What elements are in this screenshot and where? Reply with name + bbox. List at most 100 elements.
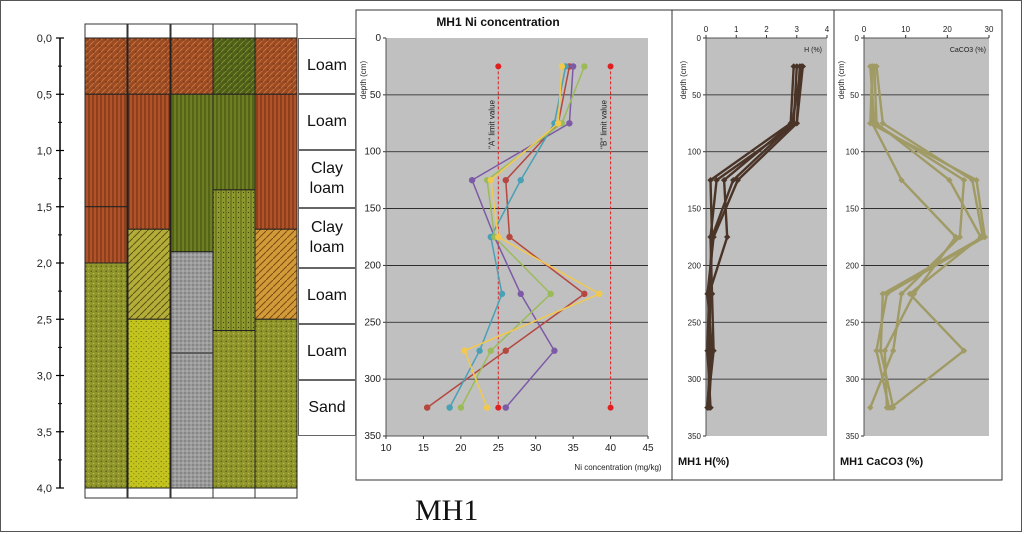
data-point [502, 176, 509, 184]
profile-layer [212, 330, 256, 489]
x-tick-label: 0 [862, 25, 867, 34]
profile-column-foot [170, 487, 214, 499]
profile-layer [212, 93, 256, 191]
profile-depth-label: 1,5 [37, 202, 52, 214]
limit-marker [495, 63, 502, 70]
horizon-label: Loam [298, 94, 356, 150]
data-point [498, 290, 506, 298]
data-point [889, 347, 897, 354]
profile-layer [127, 228, 171, 320]
profile-layer [84, 93, 128, 208]
horizon-label: Loam [298, 38, 356, 94]
data-point [495, 233, 502, 241]
data-point [793, 120, 800, 127]
profile-layer [127, 37, 171, 95]
x-tick-label: 15 [418, 443, 430, 454]
x-tick-label: 10 [901, 25, 910, 34]
plot-area [386, 38, 648, 436]
y-tick-label: 300 [846, 375, 860, 384]
limit-marker [607, 63, 614, 70]
x-tick-label: 10 [380, 443, 392, 454]
profile-depth-label: 3,0 [37, 371, 52, 383]
y-axis-label: depth (cm) [679, 61, 688, 100]
data-point [960, 176, 968, 184]
data-point [581, 290, 588, 298]
data-point [973, 176, 980, 184]
profile-layer [84, 262, 128, 489]
x-tick-label: 3 [795, 25, 800, 34]
profile-depth-label: 3,5 [37, 427, 52, 439]
horizon-label-text: Clay [310, 219, 343, 236]
chart-title: MH1 H(%) [678, 456, 730, 468]
profile-column-cap [254, 23, 298, 39]
data-point [468, 176, 476, 184]
x-tick-label: 30 [985, 25, 994, 34]
y-tick-label: 300 [688, 375, 702, 384]
data-point [554, 120, 562, 127]
profile-layer [84, 37, 128, 95]
x-tick-label: 45 [642, 443, 654, 454]
y-tick-label: 250 [688, 318, 702, 327]
profile-column-cap [84, 23, 128, 39]
profile-layer [170, 251, 214, 354]
data-point [867, 404, 874, 411]
x-tick-label: 2 [764, 25, 769, 34]
y-tick-label: 150 [688, 205, 702, 214]
y-axis-label: depth (cm) [837, 61, 846, 100]
data-point [960, 347, 968, 354]
profile-depth-label: 1,0 [37, 146, 52, 158]
profile-depth-label: 2,0 [37, 258, 52, 270]
horizon-label-text: Loam [306, 343, 348, 360]
horizon-label-text: Clay [310, 160, 343, 177]
profile-layer [254, 228, 298, 320]
y-tick-label: 300 [364, 374, 381, 385]
horizon-label-text: loam [309, 239, 345, 256]
y-tick-label: 50 [370, 90, 382, 101]
profile-layer [127, 318, 171, 489]
y-tick-label: 100 [846, 148, 860, 157]
horizon-label-text: Loam [306, 57, 348, 74]
data-point [734, 176, 741, 184]
data-point [877, 347, 884, 354]
y-tick-label: 200 [846, 261, 860, 270]
data-point [502, 347, 509, 354]
horizon-label: Sand [298, 380, 356, 436]
data-point [867, 120, 874, 127]
data-point [446, 404, 453, 411]
data-point [956, 233, 964, 241]
data-point [952, 233, 959, 241]
data-point [710, 347, 717, 354]
y-tick-label: 0 [375, 33, 381, 44]
caco3-chart: 0 50 100 150 200 250 300 350 0 10 20 30 depth (cm) Ca… [837, 25, 994, 468]
data-point [723, 233, 731, 241]
profile-layer [170, 352, 214, 489]
data-point [569, 63, 577, 70]
profile-layer [170, 93, 214, 253]
profile-layer [254, 93, 298, 230]
profile-column-cap [170, 23, 214, 39]
chart-title: MH1 CaCO3 (%) [840, 456, 923, 468]
profile-layer [212, 189, 256, 331]
y-tick-label: 100 [364, 147, 381, 158]
data-point [517, 290, 524, 298]
data-point [885, 404, 893, 411]
y-tick-label: 200 [364, 260, 381, 271]
profile-layer [212, 37, 256, 95]
y-tick-label: 100 [688, 148, 702, 157]
limit-label: "B" limit value [600, 99, 609, 148]
data-point [883, 290, 891, 298]
data-point [487, 347, 494, 354]
data-point [879, 290, 886, 298]
data-point [581, 63, 588, 70]
data-point [517, 176, 524, 184]
data-point [423, 404, 431, 411]
x-tick-label: 35 [568, 443, 580, 454]
horizon-label-text: Sand [308, 399, 346, 416]
chart-title: MH1 Ni concentration [436, 15, 559, 29]
profile-layer [254, 37, 298, 95]
x-tick-label: 1 [734, 25, 739, 34]
data-point [707, 176, 714, 184]
profile-column-foot [212, 487, 256, 499]
soil-profile-columns [84, 23, 298, 499]
